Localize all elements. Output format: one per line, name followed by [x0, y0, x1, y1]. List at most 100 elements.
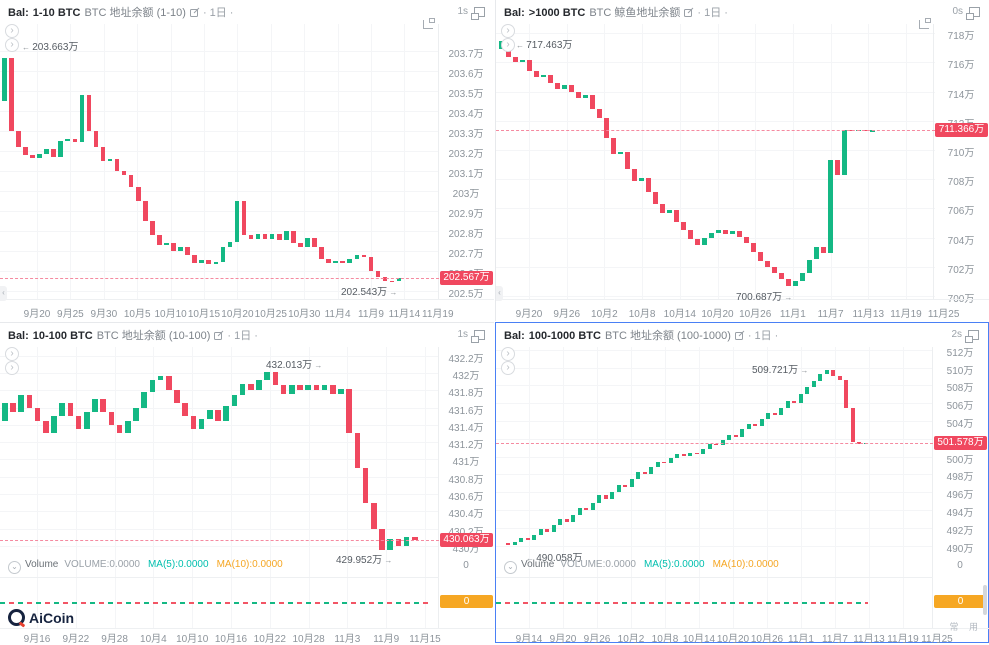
edit-icon[interactable] [214, 330, 224, 343]
chevron-right-icon[interactable]: › [501, 361, 515, 375]
chart-plot-area[interactable]: 9月20 9月25 9月30 10月5 10月10 10月15 10月20 10月25 10月3… [0, 0, 494, 321]
chart-plot-area[interactable]: 9月16 9月22 9月28 10月4 10月10 10月16 10月22 10月28 11月3… [0, 323, 494, 645]
symbol-range[interactable]: >1000 BTC [528, 7, 586, 19]
chevron-right-icon[interactable]: › [5, 361, 19, 375]
grid-line [347, 347, 349, 628]
candle [709, 232, 714, 239]
current-price-badge: 430.063万 [440, 533, 493, 548]
y-tick-label: 702万 [947, 264, 975, 276]
panel-header: Bal: 10-100 BTC BTC 地址余额 (10-100) · 1日 · [8, 327, 258, 343]
candle [660, 204, 665, 213]
candle [730, 231, 735, 234]
restore-chart-icon[interactable] [423, 18, 435, 29]
grid-line [0, 528, 439, 530]
candle [807, 259, 812, 273]
grid-line [0, 355, 439, 357]
period-selector[interactable]: 1日 [234, 330, 252, 342]
grid-line [0, 494, 439, 496]
symbol-range[interactable]: 10-100 BTC [32, 330, 93, 342]
popout-window-icon[interactable] [965, 330, 979, 343]
candle [51, 416, 57, 434]
price-annotation: 429.952万 → [336, 555, 393, 566]
candle [512, 541, 517, 546]
scrollbar-thumb[interactable] [983, 585, 987, 615]
latency-label: 0s [952, 6, 963, 17]
candle [772, 266, 777, 273]
panel-header: Bal: 1-10 BTC BTC 地址余额 (1-10) · 1日 · [8, 4, 233, 20]
candle [675, 454, 680, 458]
candle [695, 239, 700, 245]
restore-chart-icon[interactable] [919, 18, 931, 29]
x-tick-label: 9月16 [23, 634, 51, 645]
grid-line [0, 151, 439, 152]
candle [135, 187, 141, 201]
grid-line [0, 459, 439, 461]
chevron-right-icon[interactable]: › [5, 38, 19, 52]
footer-tools-toggle[interactable]: 常 用 [949, 622, 982, 632]
grid-line [0, 372, 439, 374]
volume-label: Volume [521, 559, 555, 570]
grid-line [0, 231, 439, 232]
period-selector[interactable]: 1日 [754, 330, 772, 342]
x-tick-label: 9月14 [515, 634, 543, 645]
candle [590, 94, 595, 110]
candle [185, 247, 190, 255]
arrow-right-icon: → [382, 556, 393, 565]
candle [513, 56, 518, 63]
candle [190, 416, 197, 430]
popout-window-icon[interactable] [966, 7, 980, 20]
grid-line [0, 442, 439, 444]
period-selector[interactable]: 1日 [209, 7, 227, 19]
chevron-right-icon[interactable]: › [501, 347, 515, 361]
candle [313, 385, 320, 391]
candle [835, 160, 840, 175]
candle [171, 243, 176, 251]
candle [662, 461, 667, 464]
x-tick-label: 11月4 [324, 309, 351, 320]
y-tick-label: 203.2万 [448, 149, 484, 160]
collapse-handle-icon[interactable]: ‹ [496, 286, 503, 301]
popout-window-icon[interactable] [471, 330, 485, 343]
x-tick-label: 11月14 [388, 309, 421, 320]
candle [354, 433, 361, 469]
candle [786, 279, 791, 286]
chevron-right-icon[interactable]: › [5, 24, 19, 38]
chevron-right-icon[interactable]: › [501, 24, 515, 38]
chart-plot-area[interactable]: 9月20 9月26 10月2 10月8 10月14 10月20 10月26 11月1 11月7 1… [496, 0, 989, 321]
candle [199, 260, 204, 263]
edit-icon[interactable] [684, 7, 694, 20]
grid-line [597, 347, 598, 628]
panel-header: Bal: 100-1000 BTC BTC 地址余额 (100-1000) · 1日 · [504, 327, 778, 343]
y-tick-label: 710万 [947, 148, 975, 160]
candle [506, 543, 511, 546]
chevron-right-icon[interactable]: › [501, 38, 515, 52]
candle [206, 260, 212, 264]
collapse-indicator-icon[interactable]: ⌄ [504, 561, 517, 574]
x-tick-label: 10月8 [628, 309, 656, 320]
candle [375, 271, 381, 277]
popout-window-icon[interactable] [471, 7, 485, 20]
x-tick-label: 10月10 [176, 634, 209, 645]
candle [241, 201, 247, 235]
candle [562, 85, 567, 89]
chart-plot-area[interactable]: 9月14 9月20 9月26 10月2 10月8 10月14 10月20 10月26 11月1 1… [496, 323, 989, 645]
edit-icon[interactable] [734, 330, 745, 343]
aicoin-logo-icon [8, 609, 25, 626]
period-selector[interactable]: 1日 [704, 7, 722, 19]
collapse-indicator-icon[interactable]: ⌄ [8, 561, 21, 574]
grid-line [0, 476, 439, 478]
grid-line [0, 211, 439, 212]
candle [737, 231, 742, 237]
candle [86, 95, 92, 131]
candle [779, 272, 784, 280]
candle [379, 528, 385, 551]
chevron-right-icon[interactable]: › [5, 347, 19, 361]
collapse-handle-icon[interactable]: ‹ [0, 286, 7, 301]
y-tick-label: 203万 [452, 189, 480, 200]
symbol-range[interactable]: 100-1000 BTC [528, 330, 601, 342]
candle [842, 129, 847, 175]
symbol-range[interactable]: 1-10 BTC [32, 7, 81, 19]
edit-icon[interactable] [189, 7, 200, 20]
candle [824, 369, 829, 375]
candle [636, 472, 641, 480]
